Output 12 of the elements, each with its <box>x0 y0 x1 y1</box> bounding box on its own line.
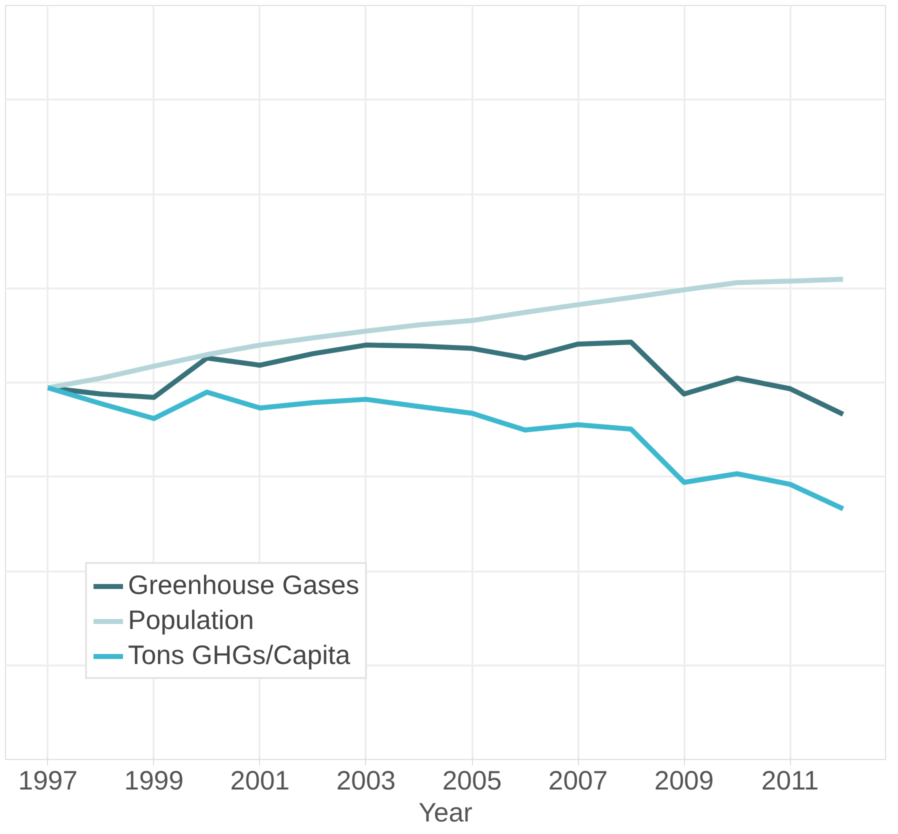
x-tick-label: 2005 <box>442 766 502 796</box>
x-axis-title: Year <box>418 798 473 828</box>
x-tick-label: 1999 <box>124 766 184 796</box>
x-tick-label: 1997 <box>18 766 78 796</box>
legend-label: Greenhouse Gases <box>128 570 360 601</box>
legend-label: Tons GHGs/Capita <box>128 640 350 671</box>
x-tick-label: 2009 <box>654 766 714 796</box>
x-tick-label: 2003 <box>336 766 396 796</box>
legend-label: Population <box>128 605 254 636</box>
x-tick-label: 2007 <box>548 766 608 796</box>
x-tick-label: 2001 <box>230 766 290 796</box>
x-tick-label: 2011 <box>761 766 819 796</box>
